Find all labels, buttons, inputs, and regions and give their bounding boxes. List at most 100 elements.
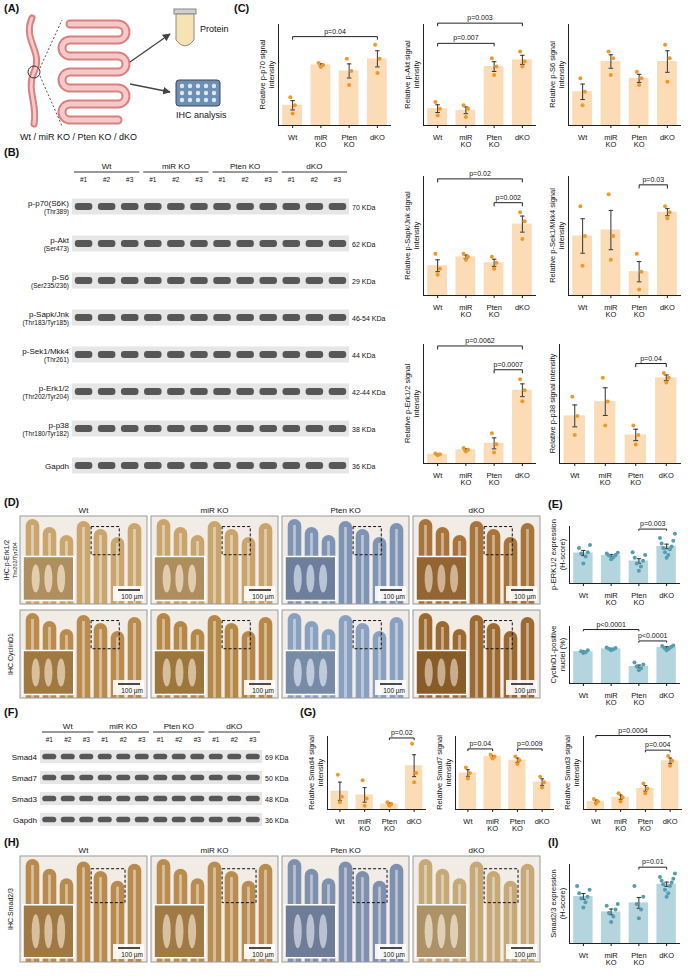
- svg-text:#1: #1: [46, 736, 54, 743]
- svg-text:Wt: Wt: [463, 817, 473, 826]
- svg-text:44 KDa: 44 KDa: [352, 352, 375, 359]
- svg-text:#2: #2: [311, 176, 319, 183]
- svg-text:p=0.04: p=0.04: [324, 28, 346, 36]
- svg-text:#2: #2: [172, 176, 180, 183]
- svg-text:miRKO: miRKO: [604, 591, 618, 608]
- svg-text:p=0.01: p=0.01: [642, 858, 664, 866]
- svg-text:Relative Smad7 signalintensity: Relative Smad7 signalintensity: [435, 735, 453, 810]
- svg-text:(Ser235/236): (Ser235/236): [31, 282, 69, 290]
- svg-text:miR KO: miR KO: [201, 506, 229, 515]
- svg-text:miRKO: miRKO: [459, 471, 473, 488]
- svg-text:dKO: dKO: [659, 691, 674, 700]
- svg-text:miRKO: miRKO: [358, 817, 372, 834]
- svg-text:p=0.007: p=0.007: [453, 34, 479, 42]
- svg-text:Relative p-p38 signal intensit: Relative p-p38 signal intensity: [548, 353, 557, 453]
- svg-text:Pten KO: Pten KO: [164, 722, 194, 731]
- svg-text:p-p70(S6K): p-p70(S6K): [28, 199, 69, 208]
- svg-text:dKO: dKO: [306, 162, 322, 171]
- svg-text:p=0.03: p=0.03: [642, 176, 664, 184]
- svg-text:36 KDa: 36 KDa: [352, 463, 375, 470]
- svg-text:p=0.003: p=0.003: [640, 520, 666, 528]
- svg-text:Wt: Wt: [570, 471, 580, 480]
- svg-text:p=0.0062: p=0.0062: [465, 337, 494, 345]
- svg-text:dKO: dKO: [660, 303, 675, 312]
- svg-text:#2: #2: [103, 176, 111, 183]
- svg-text:#2: #2: [231, 736, 239, 743]
- svg-text:miRKO: miRKO: [599, 471, 613, 488]
- svg-text:p-Sek1/Mkk4: p-Sek1/Mkk4: [22, 347, 69, 356]
- svg-text:Relative p-Erk1/2 signalintens: Relative p-Erk1/2 signalintensity: [403, 364, 421, 444]
- svg-text:100 µm: 100 µm: [252, 687, 274, 695]
- svg-text:(Thr180/Tyr182): (Thr180/Tyr182): [22, 430, 69, 438]
- svg-text:Wt: Wt: [578, 133, 588, 142]
- svg-text:dKO: dKO: [407, 817, 422, 826]
- svg-text:Wt: Wt: [79, 846, 90, 855]
- svg-text:Relative p-Akt signalintensity: Relative p-Akt signalintensity: [403, 40, 421, 109]
- svg-text:#1: #1: [157, 736, 165, 743]
- svg-text:Wt: Wt: [579, 691, 589, 700]
- svg-text:miRKO: miRKO: [486, 817, 500, 834]
- svg-text:#2: #2: [120, 736, 128, 743]
- svg-text:#2: #2: [175, 736, 183, 743]
- svg-text:Pten KO: Pten KO: [230, 162, 260, 171]
- svg-text:(G): (G): [300, 706, 316, 718]
- svg-text:p=0.0007: p=0.0007: [494, 361, 523, 369]
- svg-text:p=0.0004: p=0.0004: [618, 727, 647, 735]
- svg-text:p-p38: p-p38: [49, 421, 70, 430]
- svg-text:miRKO: miRKO: [604, 303, 618, 320]
- svg-text:miR KO: miR KO: [109, 722, 137, 731]
- svg-text:#1: #1: [288, 176, 296, 183]
- svg-text:dKO: dKO: [515, 133, 530, 142]
- svg-text:48 KDa: 48 KDa: [265, 796, 288, 803]
- svg-text:#1: #1: [212, 736, 220, 743]
- svg-text:Wt: Wt: [579, 591, 589, 600]
- svg-text:Smad4: Smad4: [12, 753, 38, 762]
- svg-text:38 KDa: 38 KDa: [352, 426, 375, 433]
- svg-text:Wt: Wt: [102, 162, 113, 171]
- svg-text:(A): (A): [4, 2, 20, 14]
- svg-text:46-54 KDa: 46-54 KDa: [352, 315, 386, 322]
- svg-text:p-Erk1/2: p-Erk1/2: [39, 384, 70, 393]
- svg-text:dKO: dKO: [660, 133, 675, 142]
- svg-text:#1: #1: [149, 176, 157, 183]
- svg-text:Wt / miR KO / Pten KO / dKO: Wt / miR KO / Pten KO / dKO: [20, 132, 137, 142]
- svg-text:#2: #2: [64, 736, 72, 743]
- svg-text:29 KDa: 29 KDa: [352, 278, 375, 285]
- svg-text:dKO: dKO: [663, 817, 678, 826]
- svg-text:miR KO: miR KO: [201, 846, 229, 855]
- svg-text:100 µm: 100 µm: [514, 593, 536, 601]
- svg-text:Relative p-p70 signalintensity: Relative p-p70 signalintensity: [258, 39, 276, 109]
- svg-text:miR KO: miR KO: [162, 162, 190, 171]
- svg-text:dKO: dKO: [659, 951, 674, 960]
- svg-text:42-44 KDa: 42-44 KDa: [352, 389, 386, 396]
- svg-text:PtenKO: PtenKO: [510, 817, 525, 834]
- svg-text:dKO: dKO: [515, 471, 530, 480]
- svg-text:(Thr389): (Thr389): [44, 208, 69, 216]
- svg-text:Relative Smad3 signalintensity: Relative Smad3 signalintensity: [563, 735, 581, 810]
- svg-text:#3: #3: [334, 176, 342, 183]
- svg-text:100 µm: 100 µm: [252, 951, 274, 959]
- svg-text:62 KDa: 62 KDa: [352, 241, 375, 248]
- svg-text:(D): (D): [4, 496, 20, 508]
- svg-text:#3: #3: [126, 176, 134, 183]
- svg-text:#3: #3: [138, 736, 146, 743]
- svg-text:100 µm: 100 µm: [121, 593, 143, 601]
- svg-text:p-S6: p-S6: [52, 273, 69, 282]
- svg-text:Gapdh: Gapdh: [45, 462, 69, 471]
- svg-text:miRKO: miRKO: [459, 303, 473, 320]
- svg-text:p<0.0001: p<0.0001: [596, 621, 625, 629]
- svg-text:dKO: dKO: [659, 591, 674, 600]
- svg-text:Wt: Wt: [79, 506, 90, 515]
- svg-text:p=0.002: p=0.002: [496, 194, 522, 202]
- svg-text:PtenKO: PtenKO: [382, 817, 397, 834]
- svg-text:dKO: dKO: [468, 846, 484, 855]
- svg-text:(Thr202/Tyr204): (Thr202/Tyr204): [22, 393, 69, 401]
- svg-text:PtenKO: PtenKO: [628, 471, 643, 488]
- svg-text:Smad2/3 expression(H-score): Smad2/3 expression(H-score): [549, 869, 567, 937]
- svg-text:100 µm: 100 µm: [383, 951, 405, 959]
- svg-text:100 µm: 100 µm: [383, 687, 405, 695]
- svg-text:dKO: dKO: [370, 133, 385, 142]
- svg-text:(Thr183/Tyr185): (Thr183/Tyr185): [22, 319, 69, 327]
- svg-text:100 µm: 100 µm: [514, 687, 536, 695]
- svg-text:p-ERK1/2 expression(H-score): p-ERK1/2 expression(H-score): [549, 519, 567, 590]
